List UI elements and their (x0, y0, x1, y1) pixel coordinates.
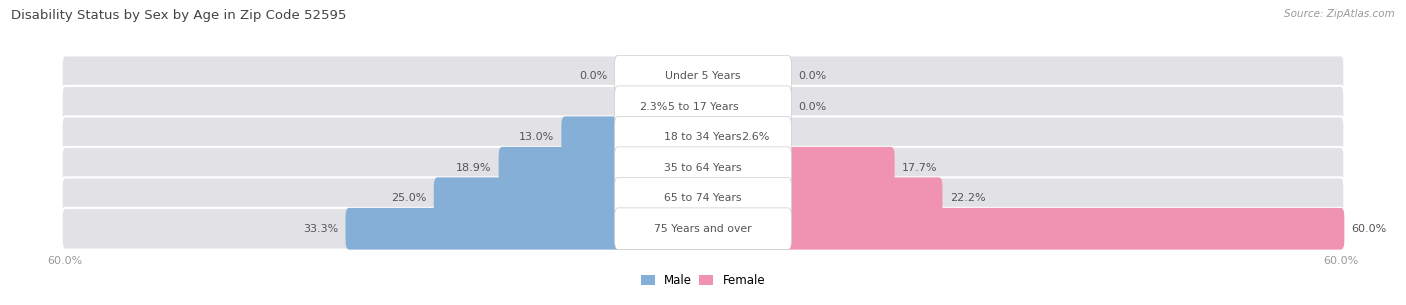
Text: 75 Years and over: 75 Years and over (654, 224, 752, 234)
Text: 13.0%: 13.0% (519, 132, 554, 142)
Text: 17.7%: 17.7% (901, 163, 938, 173)
FancyBboxPatch shape (614, 86, 792, 127)
Text: 2.6%: 2.6% (741, 132, 769, 142)
FancyBboxPatch shape (62, 86, 1344, 127)
Text: 65 to 74 Years: 65 to 74 Years (664, 193, 742, 203)
Text: Disability Status by Sex by Age in Zip Code 52595: Disability Status by Sex by Age in Zip C… (11, 9, 347, 22)
FancyBboxPatch shape (614, 117, 792, 158)
Text: 35 to 64 Years: 35 to 64 Years (664, 163, 742, 173)
FancyBboxPatch shape (62, 117, 1344, 158)
Text: Under 5 Years: Under 5 Years (665, 71, 741, 81)
FancyBboxPatch shape (561, 117, 706, 158)
FancyBboxPatch shape (700, 147, 894, 188)
FancyBboxPatch shape (434, 178, 706, 219)
Text: 60.0%: 60.0% (1351, 224, 1386, 234)
Text: 5 to 17 Years: 5 to 17 Years (668, 102, 738, 112)
Text: Source: ZipAtlas.com: Source: ZipAtlas.com (1284, 9, 1395, 19)
Text: 18.9%: 18.9% (456, 163, 492, 173)
FancyBboxPatch shape (614, 56, 792, 97)
FancyBboxPatch shape (346, 208, 706, 249)
Legend: Male, Female: Male, Female (641, 274, 765, 287)
FancyBboxPatch shape (614, 147, 792, 188)
FancyBboxPatch shape (700, 117, 734, 158)
FancyBboxPatch shape (62, 56, 1344, 97)
FancyBboxPatch shape (675, 86, 706, 127)
FancyBboxPatch shape (614, 208, 792, 249)
FancyBboxPatch shape (62, 208, 1344, 249)
Text: 2.3%: 2.3% (640, 102, 668, 112)
Text: 22.2%: 22.2% (949, 193, 986, 203)
FancyBboxPatch shape (614, 178, 792, 219)
Text: 0.0%: 0.0% (799, 102, 827, 112)
FancyBboxPatch shape (62, 147, 1344, 188)
Text: 25.0%: 25.0% (391, 193, 426, 203)
FancyBboxPatch shape (62, 178, 1344, 219)
Text: 33.3%: 33.3% (304, 224, 339, 234)
Text: 0.0%: 0.0% (579, 71, 607, 81)
FancyBboxPatch shape (700, 208, 1344, 249)
FancyBboxPatch shape (700, 178, 942, 219)
FancyBboxPatch shape (499, 147, 706, 188)
Text: 18 to 34 Years: 18 to 34 Years (664, 132, 742, 142)
Text: 0.0%: 0.0% (799, 71, 827, 81)
